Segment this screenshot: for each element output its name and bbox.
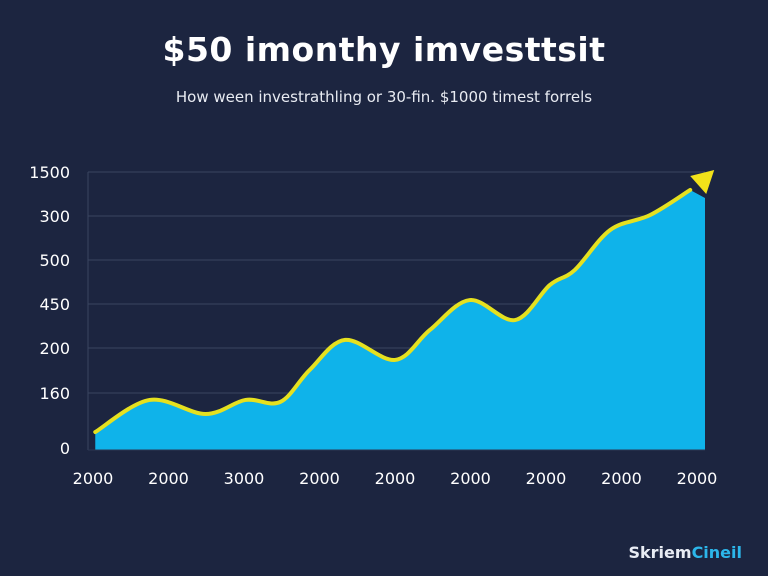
y-tick-label: 0 [60, 439, 70, 458]
x-tick-label: 2000 [375, 469, 416, 488]
brand-part1: Skriem [628, 543, 692, 562]
y-tick-label: 500 [39, 251, 70, 270]
x-tick-label: 3000 [224, 469, 265, 488]
y-tick-label: 160 [39, 384, 70, 403]
brand-part2: Cineil [691, 543, 742, 562]
chart-subtitle: How ween investrathling or 30-fin. $1000… [175, 88, 593, 106]
trend-arrow-icon [690, 169, 715, 194]
brand-logo: SkriemCineil [629, 543, 743, 562]
x-tick-label: 2000 [601, 469, 642, 488]
area-fill [95, 189, 705, 450]
x-tick-label: 2000 [677, 469, 718, 488]
series-line [93, 187, 693, 435]
x-tick-label: 2000 [299, 469, 340, 488]
chart-title: $50 imonthy imvesttsit [162, 30, 606, 69]
y-tick-label: 1500 [29, 163, 70, 182]
y-tick-label: 300 [39, 207, 70, 226]
y-tick-label: 200 [39, 339, 70, 358]
x-tick-label: 2000 [73, 469, 114, 488]
x-tick-label: 2000 [148, 469, 189, 488]
x-tick-label: 2000 [526, 469, 567, 488]
x-tick-label: 2000 [450, 469, 491, 488]
y-tick-label: 450 [39, 295, 70, 314]
